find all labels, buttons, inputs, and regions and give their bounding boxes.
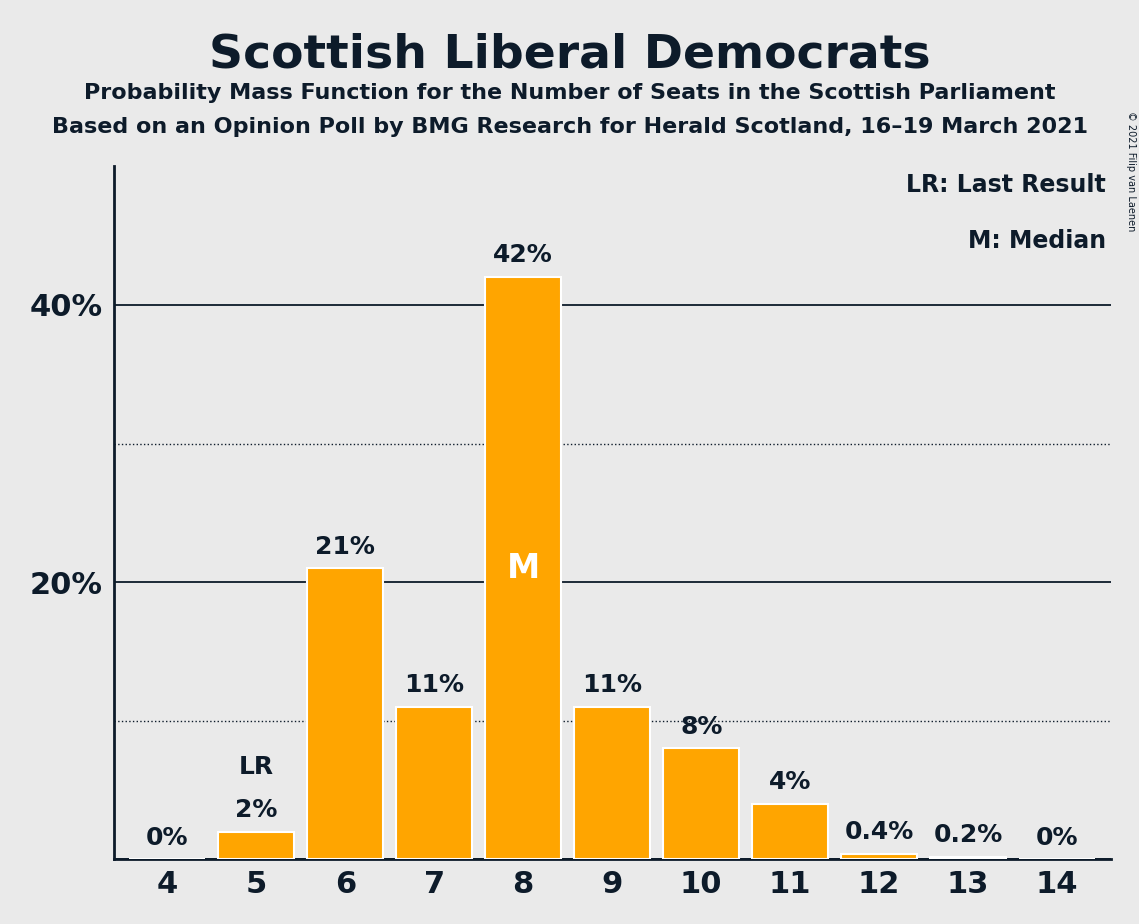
Text: 0.4%: 0.4%: [844, 821, 913, 845]
Bar: [753, 804, 828, 859]
Bar: [663, 748, 739, 859]
Bar: [574, 707, 650, 859]
Text: M: Median: M: Median: [968, 229, 1106, 252]
Bar: [396, 707, 472, 859]
Text: LR: Last Result: LR: Last Result: [907, 174, 1106, 197]
Text: 11%: 11%: [582, 674, 642, 697]
Text: Scottish Liberal Democrats: Scottish Liberal Democrats: [208, 32, 931, 78]
Text: 42%: 42%: [493, 244, 554, 268]
Text: 0%: 0%: [1035, 826, 1079, 850]
Text: 11%: 11%: [404, 674, 465, 697]
Text: Based on an Opinion Poll by BMG Research for Herald Scotland, 16–19 March 2021: Based on an Opinion Poll by BMG Research…: [51, 117, 1088, 138]
Text: 21%: 21%: [316, 535, 375, 558]
Text: 2%: 2%: [235, 798, 278, 822]
Bar: [485, 277, 562, 859]
Text: 0.2%: 0.2%: [934, 823, 1002, 846]
Bar: [219, 832, 294, 859]
Text: © 2021 Filip van Laenen: © 2021 Filip van Laenen: [1126, 111, 1136, 231]
Bar: [931, 857, 1006, 859]
Text: 8%: 8%: [680, 715, 722, 739]
Bar: [842, 854, 917, 859]
Text: 4%: 4%: [769, 771, 811, 794]
Text: Probability Mass Function for the Number of Seats in the Scottish Parliament: Probability Mass Function for the Number…: [84, 83, 1055, 103]
Text: 0%: 0%: [146, 826, 189, 850]
Text: M: M: [507, 552, 540, 585]
Bar: [308, 568, 383, 859]
Text: LR: LR: [239, 755, 273, 779]
